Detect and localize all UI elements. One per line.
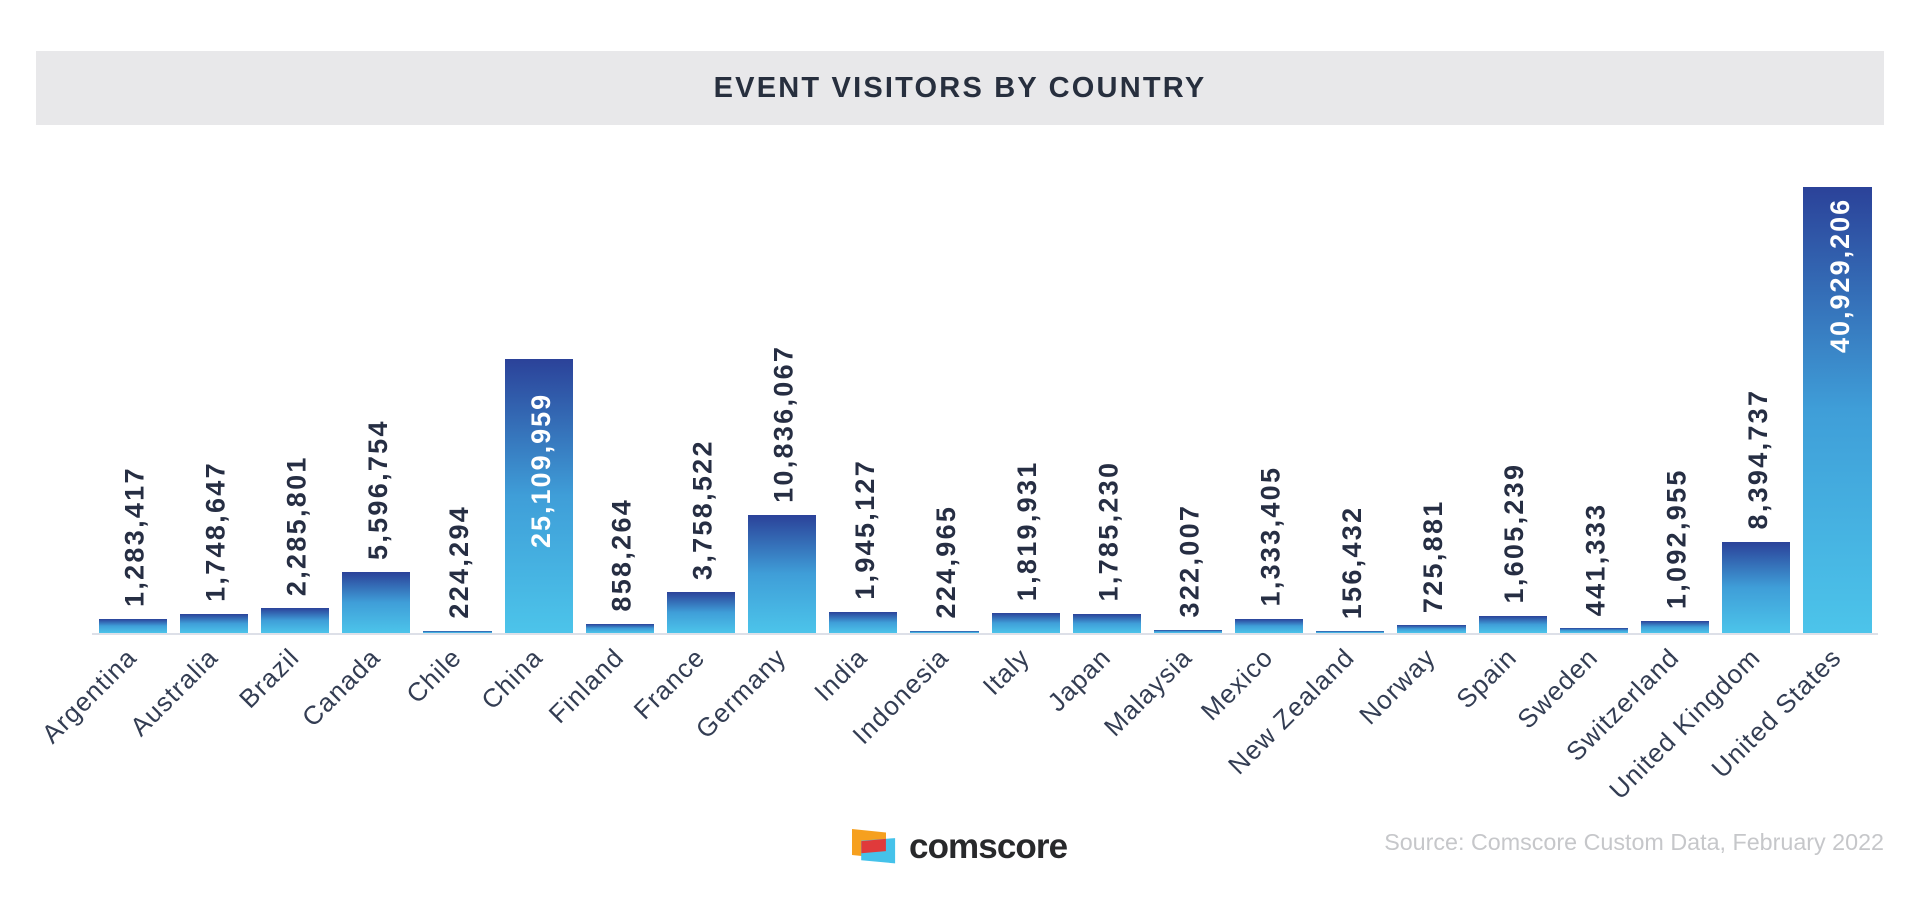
- svg-text:Canada: Canada: [296, 642, 386, 732]
- svg-text:Finland: Finland: [543, 642, 630, 729]
- svg-text:Spain: Spain: [1450, 642, 1522, 714]
- svg-text:1,819,931: 1,819,931: [1012, 460, 1042, 601]
- svg-text:1,605,239: 1,605,239: [1499, 463, 1529, 604]
- svg-text:1,785,230: 1,785,230: [1093, 461, 1123, 602]
- svg-text:3,758,522: 3,758,522: [688, 439, 718, 580]
- svg-text:156,432: 156,432: [1337, 506, 1367, 620]
- svg-text:Malaysia: Malaysia: [1098, 642, 1198, 742]
- svg-text:10,836,067: 10,836,067: [769, 345, 799, 503]
- svg-text:Brazil: Brazil: [233, 642, 305, 714]
- svg-text:858,264: 858,264: [606, 498, 636, 612]
- svg-text:8,394,737: 8,394,737: [1743, 389, 1773, 530]
- svg-text:France: France: [628, 642, 711, 725]
- svg-text:Australia: Australia: [124, 642, 224, 742]
- svg-text:China: China: [475, 642, 548, 715]
- svg-text:322,007: 322,007: [1175, 504, 1205, 618]
- svg-text:Argentina: Argentina: [36, 642, 143, 749]
- svg-text:India: India: [808, 642, 873, 707]
- svg-text:224,965: 224,965: [931, 505, 961, 619]
- svg-text:Italy: Italy: [977, 642, 1036, 701]
- svg-text:25,109,959: 25,109,959: [526, 393, 556, 548]
- svg-text:1,283,417: 1,283,417: [119, 466, 149, 607]
- svg-text:725,881: 725,881: [1418, 499, 1448, 613]
- svg-text:Chile: Chile: [400, 642, 467, 709]
- svg-text:1,092,955: 1,092,955: [1662, 468, 1692, 609]
- svg-text:Japan: Japan: [1041, 642, 1116, 717]
- svg-text:Norway: Norway: [1353, 642, 1441, 730]
- svg-text:1,945,127: 1,945,127: [850, 459, 880, 600]
- svg-text:2,285,801: 2,285,801: [282, 455, 312, 596]
- svg-text:5,596,754: 5,596,754: [363, 419, 393, 560]
- svg-text:40,929,206: 40,929,206: [1825, 198, 1855, 353]
- svg-text:United Kingdom: United Kingdom: [1603, 642, 1766, 805]
- svg-text:1,333,405: 1,333,405: [1256, 466, 1286, 607]
- svg-text:1,748,647: 1,748,647: [201, 461, 231, 602]
- svg-text:Germany: Germany: [690, 642, 792, 744]
- svg-text:224,294: 224,294: [444, 505, 474, 619]
- svg-text:comscore: comscore: [909, 827, 1068, 866]
- svg-text:441,333: 441,333: [1580, 502, 1610, 616]
